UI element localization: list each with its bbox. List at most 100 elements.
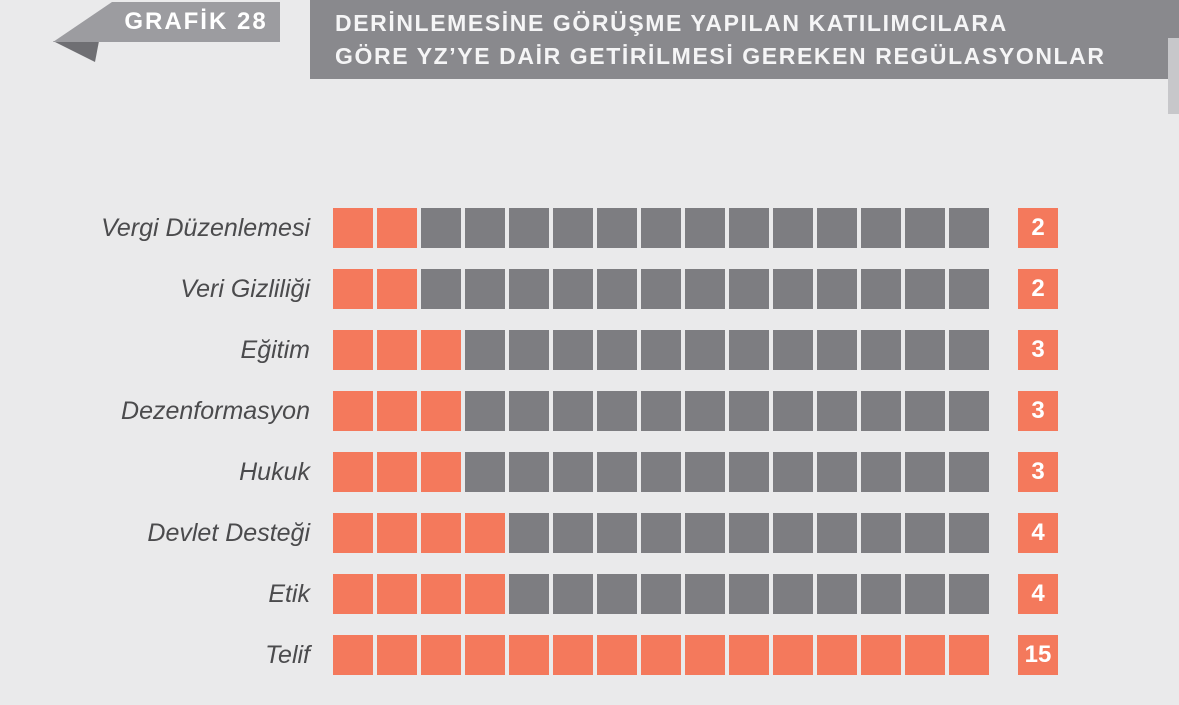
unit-square-empty — [773, 269, 813, 309]
unit-square-empty — [421, 208, 461, 248]
unit-square-empty — [729, 391, 769, 431]
unit-square-filled — [465, 513, 505, 553]
unit-square-empty — [509, 574, 549, 614]
unit-square-filled — [421, 391, 461, 431]
unit-square-empty — [861, 208, 901, 248]
unit-square-filled — [905, 635, 945, 675]
unit-square-empty — [597, 330, 637, 370]
unit-square-filled — [421, 513, 461, 553]
unit-square-empty — [685, 574, 725, 614]
unit-square-empty — [729, 574, 769, 614]
unit-square-empty — [949, 452, 989, 492]
unit-squares — [333, 330, 989, 370]
value-badge: 3 — [1018, 330, 1058, 370]
ribbon-band — [53, 2, 280, 42]
unit-square-empty — [773, 391, 813, 431]
chart-row: Telif 15 — [0, 635, 1179, 675]
unit-square-filled — [377, 574, 417, 614]
chart-row: Dezenformasyon 3 — [0, 391, 1179, 431]
unit-square-empty — [685, 269, 725, 309]
unit-square-empty — [861, 574, 901, 614]
unit-square-filled — [333, 635, 373, 675]
unit-squares — [333, 208, 989, 248]
unit-square-empty — [509, 330, 549, 370]
unit-square-filled — [377, 330, 417, 370]
unit-square-chart: Vergi Düzenlemesi 2 Veri Gizliliği 2 Eği… — [0, 208, 1179, 696]
unit-square-empty — [817, 330, 857, 370]
graph-number-badge: GRAFİK 28 — [124, 8, 268, 35]
unit-square-empty — [773, 574, 813, 614]
chart-row: Hukuk 3 — [0, 452, 1179, 492]
unit-square-empty — [641, 513, 681, 553]
unit-squares — [333, 635, 989, 675]
value-badge: 15 — [1018, 635, 1058, 675]
unit-square-empty — [641, 452, 681, 492]
unit-square-filled — [465, 574, 505, 614]
category-label: Devlet Desteği — [147, 518, 310, 547]
unit-square-empty — [597, 513, 637, 553]
unit-square-filled — [333, 574, 373, 614]
unit-square-empty — [773, 330, 813, 370]
unit-square-empty — [861, 513, 901, 553]
unit-square-filled — [333, 452, 373, 492]
unit-square-empty — [685, 208, 725, 248]
category-label: Etik — [268, 579, 310, 608]
value-badge: 3 — [1018, 391, 1058, 431]
unit-square-filled — [333, 330, 373, 370]
unit-square-empty — [905, 513, 945, 553]
unit-square-filled — [377, 269, 417, 309]
unit-square-filled — [333, 269, 373, 309]
unit-square-filled — [421, 635, 461, 675]
unit-square-empty — [685, 330, 725, 370]
unit-square-filled — [377, 452, 417, 492]
unit-square-empty — [949, 330, 989, 370]
title-bar-corner — [1168, 0, 1179, 38]
unit-square-empty — [641, 391, 681, 431]
unit-square-empty — [861, 391, 901, 431]
unit-square-filled — [949, 635, 989, 675]
unit-square-filled — [465, 635, 505, 675]
chart-row: Vergi Düzenlemesi 2 — [0, 208, 1179, 248]
unit-square-filled — [377, 208, 417, 248]
unit-square-empty — [817, 391, 857, 431]
value-badge: 3 — [1018, 452, 1058, 492]
unit-square-empty — [905, 330, 945, 370]
unit-square-filled — [421, 574, 461, 614]
page-edge-tab — [1168, 38, 1179, 114]
unit-square-filled — [729, 635, 769, 675]
value-badge: 4 — [1018, 574, 1058, 614]
unit-squares — [333, 452, 989, 492]
unit-square-empty — [597, 574, 637, 614]
ribbon-fold-triangle — [53, 41, 99, 62]
unit-squares — [333, 269, 989, 309]
unit-squares — [333, 574, 989, 614]
value-badge: 4 — [1018, 513, 1058, 553]
category-label: Hukuk — [239, 457, 310, 486]
unit-square-empty — [773, 513, 813, 553]
unit-square-filled — [377, 513, 417, 553]
category-label: Vergi Düzenlemesi — [101, 213, 310, 242]
unit-squares — [333, 513, 989, 553]
unit-square-empty — [905, 574, 945, 614]
unit-square-empty — [597, 391, 637, 431]
unit-square-empty — [729, 208, 769, 248]
unit-square-empty — [597, 208, 637, 248]
unit-squares — [333, 391, 989, 431]
unit-square-empty — [817, 513, 857, 553]
unit-square-filled — [685, 635, 725, 675]
unit-square-empty — [861, 330, 901, 370]
unit-square-empty — [641, 574, 681, 614]
unit-square-filled — [377, 391, 417, 431]
unit-square-empty — [685, 391, 725, 431]
unit-square-empty — [905, 452, 945, 492]
unit-square-empty — [421, 269, 461, 309]
category-label: Veri Gizliliği — [180, 274, 310, 303]
unit-square-empty — [817, 574, 857, 614]
category-label: Telif — [265, 640, 310, 669]
unit-square-empty — [641, 208, 681, 248]
unit-square-empty — [553, 330, 593, 370]
unit-square-empty — [553, 269, 593, 309]
unit-square-filled — [773, 635, 813, 675]
unit-square-empty — [905, 391, 945, 431]
unit-square-empty — [773, 452, 813, 492]
